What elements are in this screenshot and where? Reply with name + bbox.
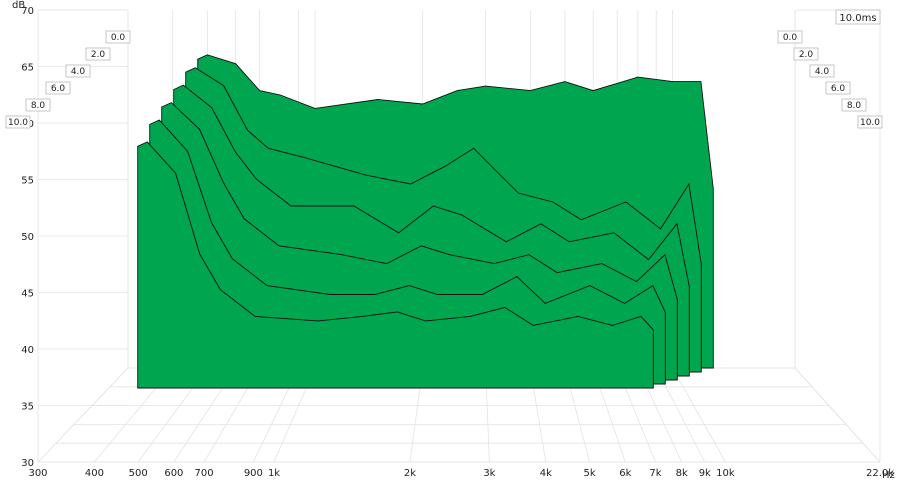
svg-text:2.0: 2.0 [799,50,814,60]
time-tag-left: 2.0 [85,47,111,61]
x-tick-label: 4k [540,468,552,479]
y-tick-label: 50 [21,232,34,243]
x-tick-label: 300 [28,468,47,479]
svg-text:2.0: 2.0 [91,50,106,60]
y-tick-label: 55 [21,176,34,187]
slice-10.0ms [137,141,654,389]
x-tick-label: 500 [129,468,148,479]
x-tick-label: 2k [404,468,416,479]
x-tick-label: 5k [583,468,595,479]
svg-text:8.0: 8.0 [847,101,862,111]
time-unit-tag: 10.0ms [835,9,881,25]
axis-labels: dB Hz 3035404550556065703004005006007009… [5,0,895,481]
svg-text:10.0: 10.0 [860,118,880,128]
time-tag-left: 4.0 [65,64,91,78]
x-tick-label: 8k [676,468,688,479]
y-tick-label: 40 [21,345,34,356]
x-grid-line [794,367,881,463]
y-tick-label: 65 [21,63,34,74]
svg-text:10.0ms: 10.0ms [839,13,876,24]
time-tag-right: 2.0 [793,47,819,61]
time-tag-left: 10.0 [5,115,31,129]
svg-text:6.0: 6.0 [51,84,66,94]
svg-text:0.0: 0.0 [783,33,798,43]
time-tag-right: 8.0 [841,98,867,112]
time-tag-right: 0.0 [777,30,803,44]
x-tick-label: 7k [649,468,661,479]
x-tick-label: 9k [699,468,711,479]
svg-text:6.0: 6.0 [831,84,846,94]
x-grid-line [37,367,129,463]
svg-text:10.0: 10.0 [8,118,28,128]
svg-text:8.0: 8.0 [31,101,46,111]
time-tag-right: 10.0 [857,115,883,129]
x-grid-line [672,367,726,463]
time-tag-right: 6.0 [825,81,851,95]
y-tick-label: 70 [21,6,34,17]
time-tag-left: 8.0 [25,98,51,112]
time-tag-left: 6.0 [45,81,71,95]
x-tick-label: 3k [483,468,495,479]
x-tick-label: 1k [268,468,280,479]
waterfall-slices [137,54,714,389]
y-tick-label: 35 [21,402,34,413]
x-tick-label: 400 [85,468,104,479]
x-tick-label: 900 [244,468,263,479]
time-tag-left: 0.0 [105,30,131,44]
x-tick-label: 600 [164,468,183,479]
x-axis-unit-label: Hz [882,470,895,481]
x-tick-label: 10k [716,468,735,479]
y-tick-label: 30 [21,458,34,469]
svg-text:4.0: 4.0 [71,67,86,77]
svg-text:4.0: 4.0 [815,67,830,77]
y-axis-label: dB [12,0,25,11]
svg-text:0.0: 0.0 [111,33,126,43]
time-tag-right: 4.0 [809,64,835,78]
x-tick-label: 6k [619,468,631,479]
x-tick-label: 22.0k [866,468,894,479]
y-tick-label: 45 [21,289,34,300]
x-tick-label: 700 [195,468,214,479]
